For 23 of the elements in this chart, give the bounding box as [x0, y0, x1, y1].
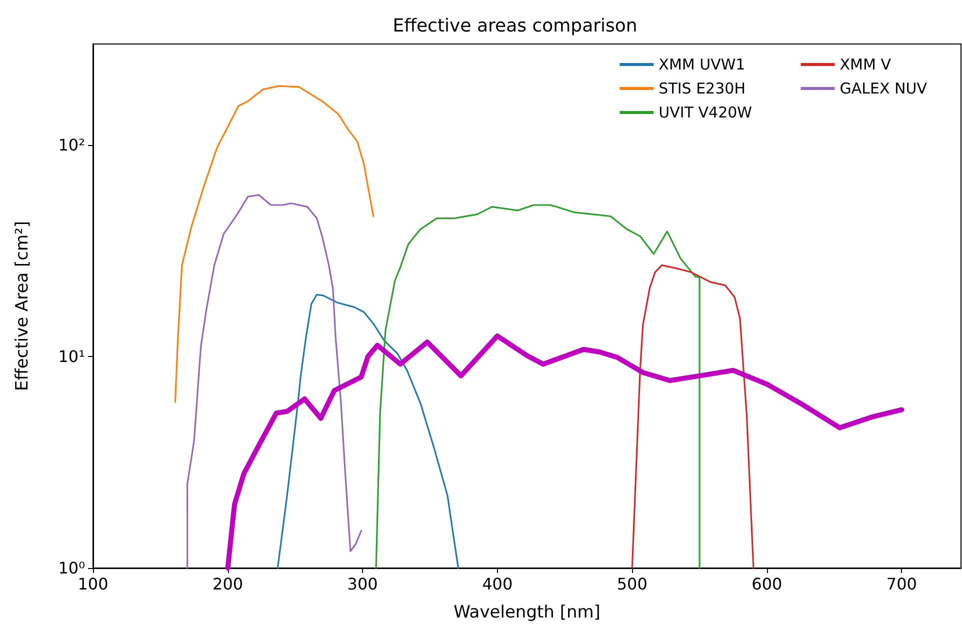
legend-label: XMM V	[840, 56, 892, 74]
legend-label: GALEX NUV	[840, 80, 928, 98]
x-tick-label: 300	[347, 574, 378, 594]
x-axis-title: Wavelength [nm]	[454, 602, 600, 622]
y-tick-label: 10²	[58, 135, 85, 154]
legend-label: UVIT V420W	[658, 104, 752, 122]
x-tick-label: 600	[752, 574, 782, 594]
legend-label: XMM UVW1	[658, 56, 746, 74]
y-tick-label: 10⁰	[58, 558, 85, 578]
x-tick-label: 200	[212, 574, 244, 594]
line-series	[631, 264, 754, 569]
line-series	[276, 294, 460, 569]
legend-label: STIS E230H	[658, 80, 746, 98]
x-tick-label: 400	[482, 574, 513, 594]
chart-title: Effective areas comparison	[392, 16, 638, 36]
line-series	[375, 204, 700, 569]
x-tick-label: 500	[616, 574, 648, 594]
line-series	[174, 85, 374, 403]
y-axis-title: Effective Area [cm²]	[12, 220, 32, 392]
x-tick-label: 700	[886, 574, 917, 594]
line-series	[186, 194, 362, 569]
y-tick-label: 10¹	[58, 346, 85, 366]
x-tick-label: 100	[78, 574, 108, 594]
